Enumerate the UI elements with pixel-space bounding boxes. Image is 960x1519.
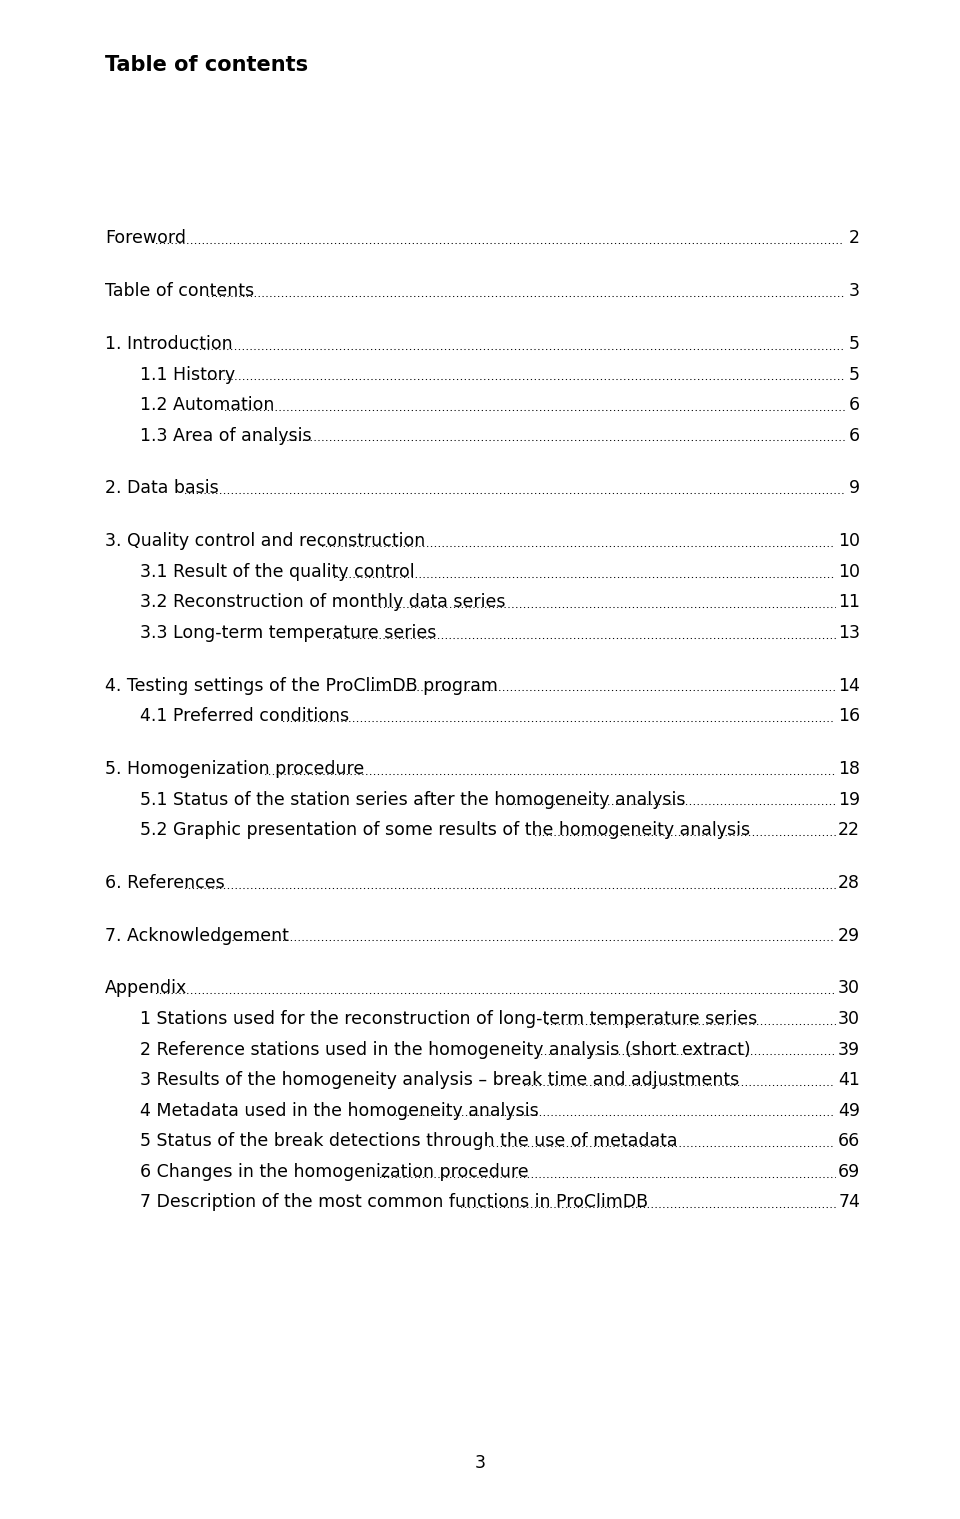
- Text: 1 Stations used for the reconstruction of long-term temperature series: 1 Stations used for the reconstruction o…: [140, 1010, 757, 1028]
- Text: 5: 5: [849, 336, 860, 352]
- Text: 39: 39: [838, 1041, 860, 1059]
- Text: 4. Testing settings of the ProClimDB program: 4. Testing settings of the ProClimDB pro…: [105, 676, 498, 694]
- Text: 3: 3: [849, 283, 860, 301]
- Text: 1.2 Automation: 1.2 Automation: [140, 396, 275, 415]
- Text: 30: 30: [838, 1010, 860, 1028]
- Text: 3. Quality control and reconstruction: 3. Quality control and reconstruction: [105, 532, 425, 550]
- Text: 14: 14: [838, 676, 860, 694]
- Text: 10: 10: [838, 562, 860, 580]
- Text: 13: 13: [838, 624, 860, 643]
- Text: 3: 3: [474, 1454, 486, 1472]
- Text: 5. Homogenization procedure: 5. Homogenization procedure: [105, 760, 364, 778]
- Text: 69: 69: [838, 1162, 860, 1180]
- Text: 41: 41: [838, 1071, 860, 1089]
- Text: Table of contents: Table of contents: [105, 55, 308, 74]
- Text: 29: 29: [838, 927, 860, 945]
- Text: 74: 74: [838, 1194, 860, 1211]
- Text: 16: 16: [838, 708, 860, 725]
- Text: 22: 22: [838, 822, 860, 838]
- Text: 11: 11: [838, 594, 860, 611]
- Text: Appendix: Appendix: [105, 980, 187, 998]
- Text: 19: 19: [838, 790, 860, 808]
- Text: 4 Metadata used in the homogeneity analysis: 4 Metadata used in the homogeneity analy…: [140, 1101, 539, 1120]
- Text: 3.3 Long-term temperature series: 3.3 Long-term temperature series: [140, 624, 437, 643]
- Text: 3.1 Result of the quality control: 3.1 Result of the quality control: [140, 562, 415, 580]
- Text: 10: 10: [838, 532, 860, 550]
- Text: Foreword: Foreword: [105, 229, 186, 248]
- Text: 6. References: 6. References: [105, 873, 225, 892]
- Text: 9: 9: [849, 480, 860, 497]
- Text: 5.2 Graphic presentation of some results of the homogeneity analysis: 5.2 Graphic presentation of some results…: [140, 822, 750, 838]
- Text: 7 Description of the most common functions in ProClimDB: 7 Description of the most common functio…: [140, 1194, 648, 1211]
- Text: 18: 18: [838, 760, 860, 778]
- Text: 6 Changes in the homogenization procedure: 6 Changes in the homogenization procedur…: [140, 1162, 529, 1180]
- Text: 2 Reference stations used in the homogeneity analysis (short extract): 2 Reference stations used in the homogen…: [140, 1041, 751, 1059]
- Text: 5: 5: [849, 366, 860, 384]
- Text: 49: 49: [838, 1101, 860, 1120]
- Text: 1.1 History: 1.1 History: [140, 366, 235, 384]
- Text: 66: 66: [838, 1132, 860, 1150]
- Text: 3.2 Reconstruction of monthly data series: 3.2 Reconstruction of monthly data serie…: [140, 594, 506, 611]
- Text: 1. Introduction: 1. Introduction: [105, 336, 232, 352]
- Text: 4.1 Preferred conditions: 4.1 Preferred conditions: [140, 708, 349, 725]
- Text: 2. Data basis: 2. Data basis: [105, 480, 219, 497]
- Text: 3 Results of the homogeneity analysis – break time and adjustments: 3 Results of the homogeneity analysis – …: [140, 1071, 739, 1089]
- Text: 5.1 Status of the station series after the homogeneity analysis: 5.1 Status of the station series after t…: [140, 790, 685, 808]
- Text: 5 Status of the break detections through the use of metadata: 5 Status of the break detections through…: [140, 1132, 678, 1150]
- Text: 7. Acknowledgement: 7. Acknowledgement: [105, 927, 289, 945]
- Text: 30: 30: [838, 980, 860, 998]
- Text: Table of contents: Table of contents: [105, 283, 254, 301]
- Text: 6: 6: [849, 396, 860, 415]
- Text: 6: 6: [849, 427, 860, 445]
- Text: 28: 28: [838, 873, 860, 892]
- Text: 1.3 Area of analysis: 1.3 Area of analysis: [140, 427, 312, 445]
- Text: 2: 2: [849, 229, 860, 248]
